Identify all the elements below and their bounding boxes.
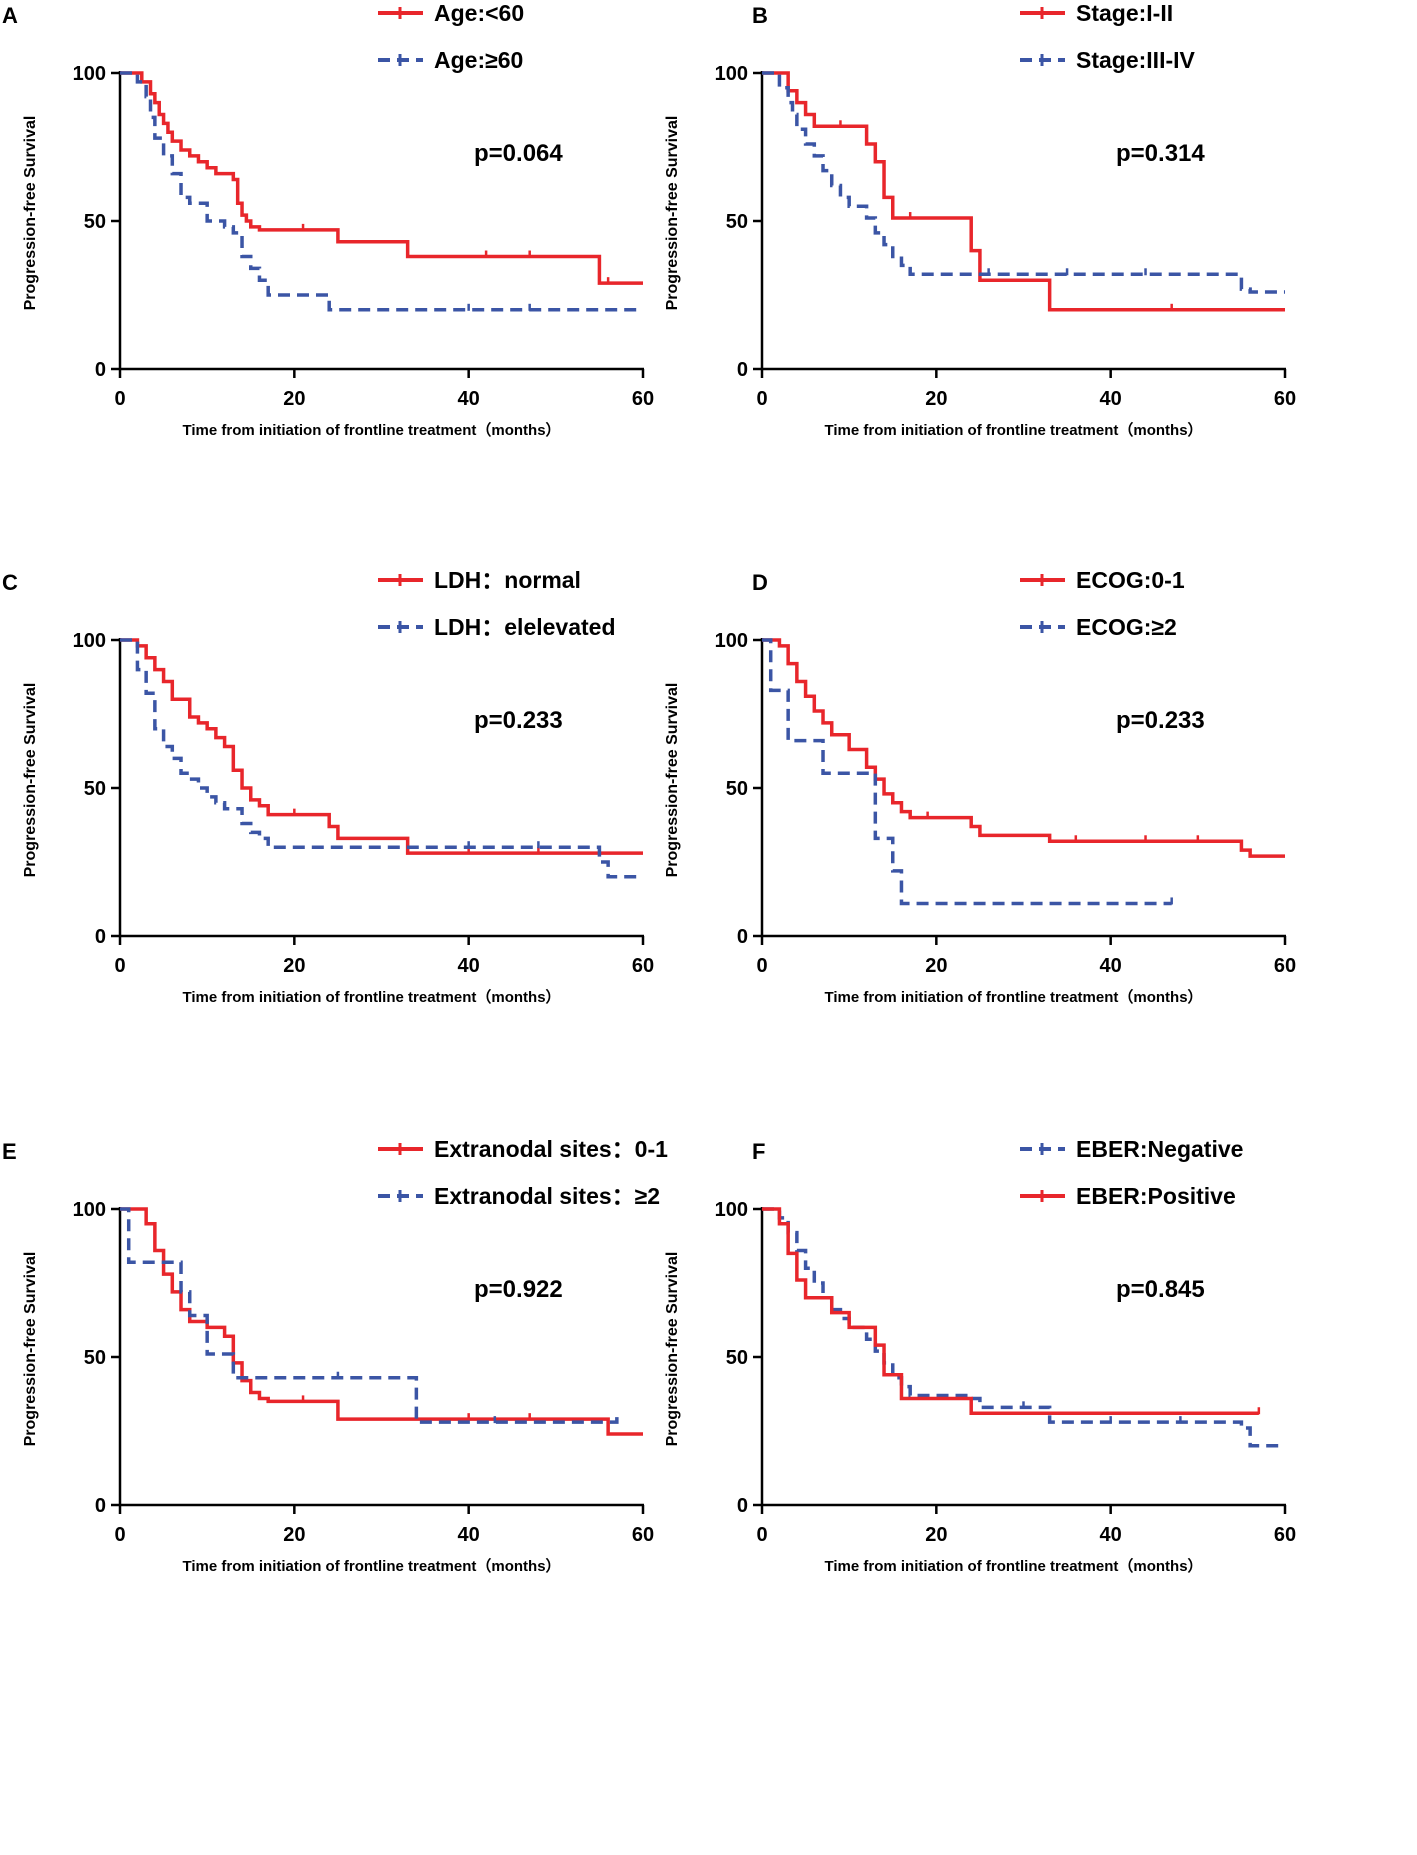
p-value: p=0.233 <box>1116 707 1205 734</box>
survival-curve-blue <box>120 638 643 879</box>
survival-curve-blue <box>762 638 1172 906</box>
x-tick-label: 20 <box>925 388 947 410</box>
survival-curve-red <box>762 638 1285 858</box>
p-value: p=0.064 <box>474 140 563 167</box>
x-tick-label: 40 <box>1100 955 1122 977</box>
x-tick-label: 20 <box>925 955 947 977</box>
y-tick-label: 50 <box>84 778 106 800</box>
y-tick-label: 50 <box>726 211 748 233</box>
x-axis-label: Time from initiation of frontline treatm… <box>182 988 560 1006</box>
y-tick-label: 100 <box>73 63 106 85</box>
legend-label: EBER:Positive <box>1076 1183 1236 1209</box>
y-tick-label: 0 <box>737 926 748 948</box>
legend-label: Stage:I-II <box>1076 0 1173 26</box>
legend-label: LDH：normal <box>434 567 581 593</box>
p-value: p=0.314 <box>1116 140 1205 167</box>
x-tick-label: 20 <box>283 388 305 410</box>
panel-letter: F <box>752 1139 765 1164</box>
x-tick-label: 40 <box>458 1524 480 1546</box>
x-tick-label: 0 <box>756 1524 767 1546</box>
legend-label: ECOG:0-1 <box>1076 567 1185 593</box>
p-value: p=0.922 <box>474 1276 563 1303</box>
x-tick-label: 40 <box>458 388 480 410</box>
legend-label: Extranodal sites：0-1 <box>434 1136 668 1162</box>
legend-label: Extranodal sites：≥2 <box>434 1183 660 1209</box>
x-tick-label: 20 <box>283 1524 305 1546</box>
x-tick-label: 20 <box>925 1524 947 1546</box>
y-tick-label: 100 <box>73 630 106 652</box>
x-tick-label: 40 <box>1100 1524 1122 1546</box>
legend-label: Age:<60 <box>434 0 524 26</box>
survival-curve-red <box>762 1207 1259 1415</box>
survival-curve-red <box>120 71 643 285</box>
panel-letter: B <box>752 3 768 28</box>
p-value: p=0.845 <box>1116 1276 1205 1303</box>
survival-curve-red <box>120 1207 643 1436</box>
y-tick-label: 100 <box>715 630 748 652</box>
survival-curve-blue <box>762 71 1285 294</box>
y-tick-label: 100 <box>715 1199 748 1221</box>
panel-b: B 0 50 100 0 20 40 60 Time from initiation of fr… <box>664 0 1296 439</box>
x-tick-label: 0 <box>114 955 125 977</box>
x-tick-label: 60 <box>1274 1524 1296 1546</box>
survival-curve-blue <box>762 1207 1285 1448</box>
x-axis-label: Time from initiation of frontline treatm… <box>824 1557 1202 1575</box>
survival-curve-blue <box>120 1207 619 1424</box>
y-tick-label: 100 <box>73 1199 106 1221</box>
x-tick-label: 40 <box>458 955 480 977</box>
survival-curve-blue <box>120 71 643 312</box>
x-tick-label: 60 <box>1274 955 1296 977</box>
panel-letter: D <box>752 570 768 595</box>
x-tick-label: 0 <box>756 388 767 410</box>
y-axis-label: Progression-free Survival <box>22 1252 39 1447</box>
y-axis-label: Progression-free Survival <box>22 683 39 878</box>
y-axis-label: Progression-free Survival <box>664 116 681 311</box>
x-axis-label: Time from initiation of frontline treatm… <box>182 1557 560 1575</box>
survival-curve-red <box>120 638 643 855</box>
y-tick-label: 0 <box>737 1495 748 1517</box>
y-tick-label: 50 <box>84 211 106 233</box>
panel-letter: C <box>2 570 18 595</box>
y-tick-label: 0 <box>95 1495 106 1517</box>
legend-label: LDH：elelevated <box>434 614 616 640</box>
panel-e: E 0 50 100 0 20 40 60 Time from initiation of fr… <box>2 1136 668 1575</box>
panel-c: C 0 50 100 0 20 40 60 Time from initiation of fr… <box>2 567 654 1006</box>
y-axis-label: Progression-free Survival <box>22 116 39 311</box>
y-tick-label: 0 <box>95 926 106 948</box>
x-tick-label: 60 <box>632 955 654 977</box>
x-tick-label: 40 <box>1100 388 1122 410</box>
survival-curve-red <box>762 71 1285 312</box>
x-tick-label: 0 <box>756 955 767 977</box>
p-value: p=0.233 <box>474 707 563 734</box>
y-tick-label: 100 <box>715 63 748 85</box>
legend-label: Age:≥60 <box>434 47 523 73</box>
y-axis-label: Progression-free Survival <box>664 683 681 878</box>
x-tick-label: 0 <box>114 388 125 410</box>
y-tick-label: 0 <box>95 359 106 381</box>
x-axis-label: Time from initiation of frontline treatm… <box>824 988 1202 1006</box>
panel-f: F 0 50 100 0 20 40 60 Time from initiation of fr… <box>664 1136 1296 1575</box>
x-tick-label: 60 <box>632 388 654 410</box>
panel-letter: A <box>2 3 18 28</box>
legend-label: EBER:Negative <box>1076 1136 1243 1162</box>
x-tick-label: 20 <box>283 955 305 977</box>
panel-letter: E <box>2 1139 17 1164</box>
y-tick-label: 0 <box>737 359 748 381</box>
x-tick-label: 60 <box>1274 388 1296 410</box>
x-tick-label: 0 <box>114 1524 125 1546</box>
y-axis-label: Progression-free Survival <box>664 1252 681 1447</box>
panel-a: A 0 50 100 0 20 40 60 Time from initiation of fr… <box>2 0 654 439</box>
x-tick-label: 60 <box>632 1524 654 1546</box>
y-tick-label: 50 <box>84 1347 106 1369</box>
legend-label: ECOG:≥2 <box>1076 614 1177 640</box>
legend-label: Stage:III-IV <box>1076 47 1196 73</box>
x-axis-label: Time from initiation of frontline treatm… <box>824 421 1202 439</box>
y-tick-label: 50 <box>726 1347 748 1369</box>
y-tick-label: 50 <box>726 778 748 800</box>
x-axis-label: Time from initiation of frontline treatm… <box>182 421 560 439</box>
panel-d: D 0 50 100 0 20 40 60 Time from initiation of fr… <box>664 567 1296 1006</box>
